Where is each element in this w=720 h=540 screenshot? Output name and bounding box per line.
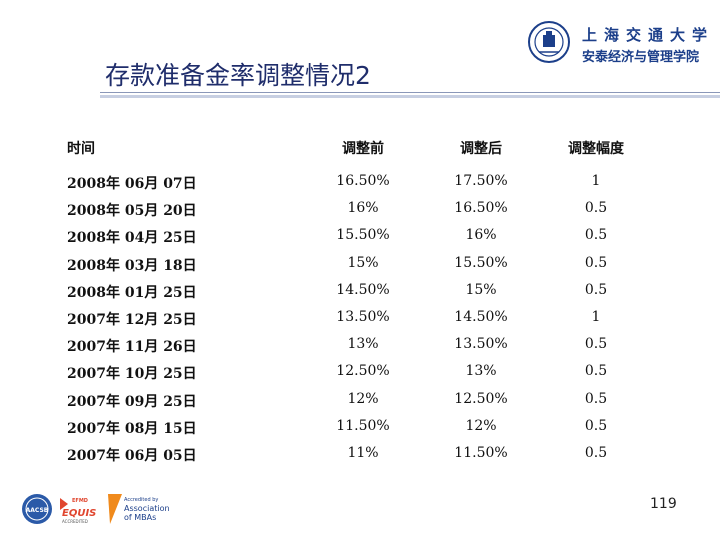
university-logo: 上海交通大学 安泰经济与管理学院 bbox=[527, 20, 717, 70]
efmd-label: EFMD bbox=[72, 498, 88, 504]
cell-date: 2008年 04月 25日 bbox=[67, 230, 197, 247]
amba-line1: Accredited by bbox=[124, 497, 158, 503]
efmd-mark-icon bbox=[60, 498, 68, 510]
accreditation-logos: AACSB EFMD EQUIS ACCREDITED Accredited b… bbox=[22, 494, 170, 524]
cell-after: 16.50% bbox=[454, 200, 508, 217]
cell-before: 15% bbox=[347, 254, 379, 271]
cell-date: 2008年 03月 18日 bbox=[67, 257, 197, 274]
cell-before: 14.50% bbox=[336, 281, 390, 298]
title-divider bbox=[100, 92, 720, 93]
cell-date: 2007年 12月 25日 bbox=[67, 312, 197, 328]
cell-date: 2007年 08月 15日 bbox=[67, 420, 197, 437]
cell-before: 11% bbox=[347, 445, 379, 461]
cell-date: 2007年 11月 26日 bbox=[67, 339, 197, 356]
cell-before: 11.50% bbox=[336, 417, 390, 434]
amba-line2: Association bbox=[124, 504, 170, 513]
cell-before: 12% bbox=[347, 390, 379, 407]
cell-change: 0.5 bbox=[584, 254, 608, 271]
cell-date: 2007年 09月 25日 bbox=[67, 393, 197, 410]
title-divider-shadow bbox=[100, 95, 720, 98]
cell-change: 1 bbox=[591, 173, 601, 189]
cell-change: 0.5 bbox=[584, 445, 608, 461]
cell-before: 13% bbox=[347, 336, 379, 353]
cell-after: 13.50% bbox=[454, 336, 508, 353]
amba-mark-icon bbox=[108, 494, 122, 524]
cell-after: 12.50% bbox=[454, 390, 508, 407]
cell-after: 11.50% bbox=[454, 445, 508, 461]
cell-change: 0.5 bbox=[584, 390, 608, 407]
cell-before: 16% bbox=[347, 200, 379, 217]
cell-change: 0.5 bbox=[584, 281, 608, 298]
cell-after: 15.50% bbox=[454, 254, 508, 271]
header-change: 调整幅度 bbox=[568, 141, 624, 157]
cell-change: 0.5 bbox=[584, 200, 608, 217]
cell-date: 2008年 01月 25日 bbox=[67, 284, 197, 301]
header-before: 调整前 bbox=[342, 141, 384, 157]
logo-text-university: 上海交通大学 bbox=[582, 26, 715, 44]
cell-after: 16% bbox=[465, 227, 497, 244]
cell-before: 16.50% bbox=[336, 173, 390, 189]
equis-sub-label: ACCREDITED bbox=[62, 519, 88, 524]
logo-text-school: 安泰经济与管理学院 bbox=[582, 50, 700, 65]
cell-after: 17.50% bbox=[454, 173, 508, 189]
cell-date: 2007年 06月 05日 bbox=[67, 448, 197, 464]
cell-after: 14.50% bbox=[454, 309, 508, 325]
cell-after: 13% bbox=[465, 363, 497, 380]
header-time: 时间 bbox=[67, 141, 95, 157]
cell-after: 15% bbox=[465, 281, 497, 298]
aacsb-label: AACSB bbox=[26, 507, 49, 514]
slide-title: 存款准备金率调整情况2 bbox=[105, 61, 371, 90]
page-number: 119 bbox=[650, 496, 677, 512]
cell-change: 1 bbox=[591, 309, 601, 325]
cell-after: 12% bbox=[465, 417, 497, 434]
header-after: 调整后 bbox=[460, 141, 502, 157]
cell-before: 13.50% bbox=[336, 309, 390, 325]
cell-before: 15.50% bbox=[336, 227, 390, 244]
cell-change: 0.5 bbox=[584, 363, 608, 380]
amba-line3: of MBAs bbox=[124, 513, 156, 522]
cell-date: 2007年 10月 25日 bbox=[67, 366, 197, 383]
cell-change: 0.5 bbox=[584, 417, 608, 434]
cell-change: 0.5 bbox=[584, 227, 608, 244]
cell-before: 12.50% bbox=[336, 363, 390, 380]
cell-change: 0.5 bbox=[584, 336, 608, 353]
equis-label: EQUIS bbox=[62, 508, 96, 519]
university-seal-icon bbox=[528, 21, 570, 63]
cell-date: 2008年 05月 20日 bbox=[67, 203, 197, 220]
cell-date: 2008年 06月 07日 bbox=[67, 176, 197, 192]
